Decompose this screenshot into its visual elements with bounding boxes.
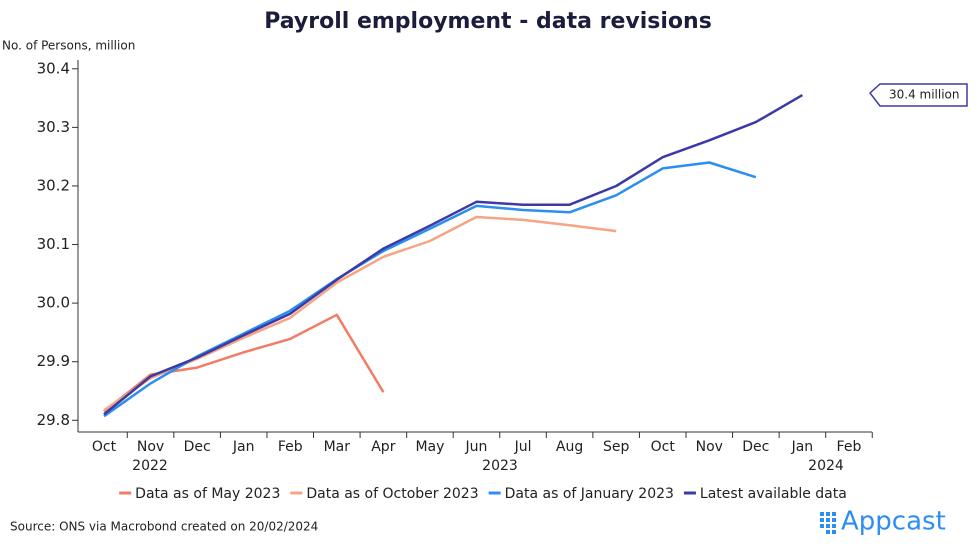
x-tick-label: Feb xyxy=(837,439,862,455)
logo: Appcast xyxy=(820,507,946,537)
x-tick-label: Dec xyxy=(742,439,769,455)
x-tick-label: May xyxy=(415,439,444,455)
series-line xyxy=(103,94,804,416)
logo-icon xyxy=(820,512,836,534)
x-tick-label: Jan xyxy=(791,439,814,455)
year-label: 2022 xyxy=(132,458,168,474)
x-tick-label: Sep xyxy=(603,439,630,455)
x-tick-label: Jul xyxy=(514,439,532,455)
y-tick-label: 29.9 xyxy=(37,352,70,370)
y-tick-label: 30.3 xyxy=(37,118,70,136)
y-tick-label: 30.0 xyxy=(37,294,70,312)
y-tick-label: 29.8 xyxy=(37,411,70,429)
legend: Data as of May 2023 Data as of October 20… xyxy=(119,486,847,502)
x-tick-label: Dec xyxy=(184,439,211,455)
x-tick-label: Apr xyxy=(371,439,395,455)
year-label: 2024 xyxy=(808,458,844,474)
x-tick-label: Nov xyxy=(137,439,164,455)
x-tick-label: Feb xyxy=(278,439,303,455)
source: Source: ONS via Macrobond created on 20/… xyxy=(10,520,318,534)
series-line xyxy=(103,161,757,418)
annotation: 30.4 million xyxy=(868,83,968,107)
y-tick-label: 30.4 xyxy=(37,59,70,77)
annotation-box xyxy=(868,83,968,107)
series-line xyxy=(103,215,617,412)
legend-label: Data as of May 2023 xyxy=(135,486,280,502)
legend-label: Latest available data xyxy=(700,486,847,502)
y-tick-label: 30.1 xyxy=(37,235,70,253)
series-line xyxy=(103,313,385,413)
x-tick-label: Oct xyxy=(651,439,676,455)
y-tick-label: 30.2 xyxy=(37,176,70,194)
annotation-text: 30.4 million xyxy=(889,88,960,102)
x-tick-label: Mar xyxy=(324,439,351,455)
legend-label: Data as of October 2023 xyxy=(306,486,478,502)
x-tick-label: Jan xyxy=(232,439,255,455)
x-tick-label: Nov xyxy=(696,439,723,455)
logo-text: Appcast xyxy=(841,507,946,537)
x-tick-label: Oct xyxy=(92,439,117,455)
y-axis-label: No. of Persons, million xyxy=(2,39,135,53)
year-label: 2023 xyxy=(482,458,518,474)
x-tick-label: Aug xyxy=(556,439,583,455)
chart-title: Payroll employment - data revisions xyxy=(264,9,712,34)
x-tick-label: Jun xyxy=(465,439,488,455)
legend-label: Data as of January 2023 xyxy=(505,486,674,502)
